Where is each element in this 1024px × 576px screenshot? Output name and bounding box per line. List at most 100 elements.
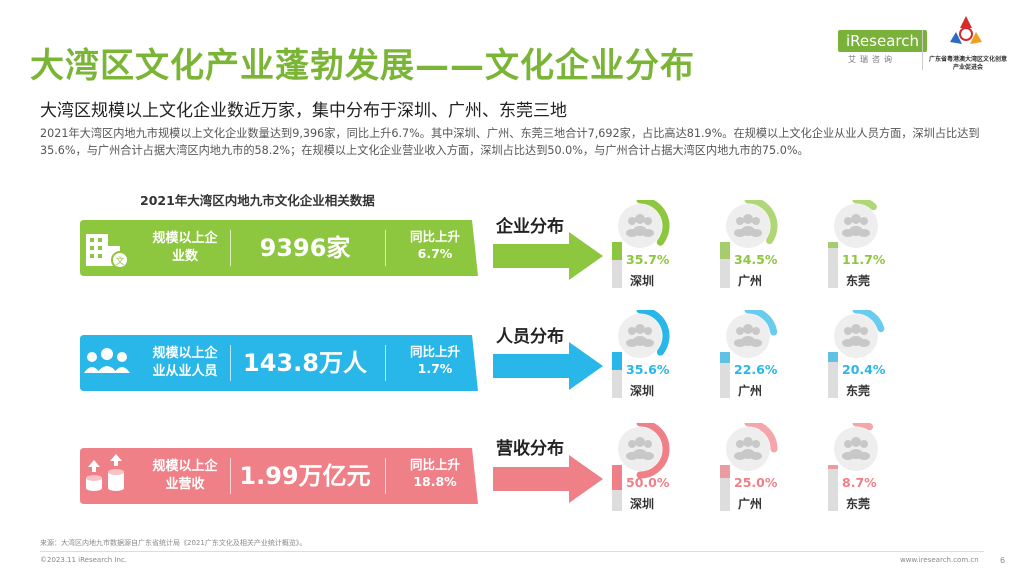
people-icon — [842, 214, 870, 237]
band-separator — [230, 230, 231, 266]
logo-divider — [922, 30, 923, 70]
arrow-right-icon — [493, 342, 603, 390]
percent-label: 34.5% — [734, 252, 778, 267]
section-label-enterprise: 企业分布 — [496, 217, 564, 237]
value-bar-fill — [612, 242, 622, 261]
band-background — [80, 448, 478, 504]
page-subtitle: 大湾区规模以上文化企业数近万家，集中分布于深圳、广州、东莞三地 — [40, 101, 567, 121]
value-bar-fill — [612, 465, 622, 491]
value-bar-fill — [612, 352, 622, 370]
arrow-right-icon — [493, 455, 603, 503]
value-bar-track — [720, 242, 730, 288]
ring-arc — [636, 423, 670, 479]
percent-label: 25.0% — [734, 475, 778, 490]
distribution-item: 11.7% 东莞 — [822, 200, 902, 300]
website: www.iresearch.com.cn — [900, 556, 979, 564]
iresearch-logo-cn: 艾瑞咨询 — [848, 55, 896, 64]
value-bar-track — [828, 465, 838, 511]
people-icon — [626, 324, 654, 347]
band-background — [80, 220, 478, 276]
city-label: 广州 — [738, 497, 763, 511]
association-logo-text: 广东省粤港澳大湾区文化创意产业促进会 — [928, 56, 1007, 71]
svg-text:文: 文 — [115, 255, 124, 267]
ring-arc — [636, 310, 670, 356]
value-bar-fill — [720, 242, 730, 260]
percent-label: 35.6% — [626, 362, 670, 377]
percent-label: 11.7% — [842, 252, 886, 267]
ring-arc — [852, 200, 877, 211]
people-icon — [734, 437, 762, 460]
value-bar-track — [828, 352, 838, 398]
footer-divider — [40, 551, 984, 552]
ring-arc — [744, 200, 778, 245]
distribution-item: 20.4% 东莞 — [822, 310, 902, 410]
source-note: 来源：大湾区内地九市数据源自广东省统计局《2021广东文化及相关产业统计概览》。 — [40, 539, 307, 547]
ring-arc — [852, 423, 874, 431]
value-bar-track — [828, 242, 838, 288]
band-separator — [385, 230, 386, 266]
value-bar-track — [612, 352, 622, 398]
city-label: 东莞 — [846, 384, 871, 398]
people-icon — [734, 324, 762, 347]
city-label: 深圳 — [630, 384, 655, 398]
band-separator — [385, 345, 386, 381]
copyright: ©2023.11 iResearch Inc. — [40, 556, 128, 564]
value-bar-track — [720, 465, 730, 511]
people-icon — [734, 214, 762, 237]
people-icon — [626, 437, 654, 460]
page-number: 6 — [1000, 556, 1006, 565]
value-bar-fill — [720, 465, 730, 478]
people-icon — [626, 214, 654, 237]
ring-arc — [636, 200, 670, 246]
percent-label: 22.6% — [734, 362, 778, 377]
coins-icon — [86, 454, 124, 491]
value-bar-fill — [720, 352, 730, 364]
distribution-item: 50.0% 深圳 — [606, 423, 686, 523]
building-icon: 文 — [86, 234, 129, 269]
band-value: 9396家 — [259, 234, 351, 262]
band-yoy: 同比上升 1.7% — [409, 344, 460, 376]
band-value: 143.8万人 — [243, 349, 367, 377]
ring-arc — [852, 310, 885, 333]
city-label: 广州 — [738, 384, 763, 398]
city-label: 东莞 — [846, 274, 871, 288]
people-icon — [842, 437, 870, 460]
distribution-item: 25.0% 广州 — [714, 423, 794, 523]
ring-gauge — [726, 423, 778, 471]
band-background — [80, 335, 478, 391]
band-label: 规模以上企 业营收 — [152, 459, 218, 492]
iresearch-logo: iResearch — [838, 30, 927, 52]
value-bar-track — [612, 242, 622, 288]
section-label-revenue: 营收分布 — [496, 439, 564, 459]
city-label: 深圳 — [630, 274, 655, 288]
value-bar-track — [612, 465, 622, 511]
band-yoy: 同比上升 18.8% — [409, 457, 460, 489]
band-revenue: 规模以上企 业营收 1.99万亿元 同比上升 18.8% — [80, 448, 478, 504]
band-separator — [230, 458, 231, 494]
percent-label: 8.7% — [842, 475, 877, 490]
band-yoy: 同比上升 6.7% — [409, 229, 460, 261]
page-title: 大湾区文化产业蓬勃发展——文化企业分布 — [30, 46, 695, 86]
arrow-right-icon — [493, 232, 603, 280]
distribution-item: 35.6% 深圳 — [606, 310, 686, 410]
ring-gauge — [618, 423, 670, 479]
distribution-item: 8.7% 东莞 — [822, 423, 902, 523]
city-label: 广州 — [738, 274, 763, 288]
distribution-item: 35.7% 深圳 — [606, 200, 686, 300]
section-label-employees: 人员分布 — [496, 327, 564, 347]
ring-gauge — [834, 200, 878, 248]
band-separator — [230, 345, 231, 381]
distribution-item: 34.5% 广州 — [714, 200, 794, 300]
ring-gauge — [726, 310, 778, 358]
percent-label: 20.4% — [842, 362, 886, 377]
ring-gauge — [834, 310, 885, 358]
distribution-item: 22.6% 广州 — [714, 310, 794, 410]
table-title: 2021年大湾区内地九市文化企业相关数据 — [140, 193, 375, 208]
band-value: 1.99万亿元 — [239, 462, 371, 490]
value-bar-fill — [828, 242, 838, 248]
percent-label: 50.0% — [626, 475, 670, 490]
band-employees: 规模以上企 业从业人员 143.8万人 同比上升 1.7% — [80, 335, 478, 391]
band-enterprise-count: 文 规模以上企 业数 9396家 同比上升 6.7% — [80, 220, 478, 276]
value-bar-track — [720, 352, 730, 398]
band-label: 规模以上企 业从业人员 — [152, 346, 218, 379]
